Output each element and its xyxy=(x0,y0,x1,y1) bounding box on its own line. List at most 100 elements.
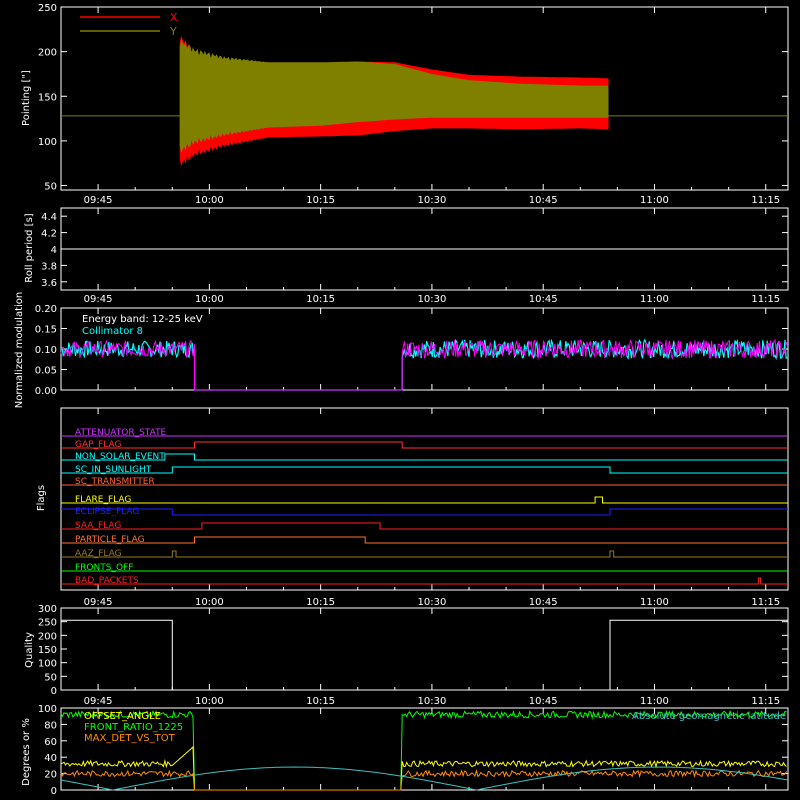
degrees-series-front-ratio-1225 xyxy=(60,709,787,791)
y-tick-label: 200 xyxy=(38,48,57,59)
y-tick-label: 0 xyxy=(51,786,57,797)
x-tick-label: 10:45 xyxy=(529,597,558,608)
x-tick-label: 10:15 xyxy=(306,597,335,608)
panel6-annotation-latitude: Absolute geomagnetic latitude xyxy=(632,711,786,722)
x-tick-label: 11:00 xyxy=(640,195,669,206)
panel3-ylabel: Normalized modulation xyxy=(14,292,25,409)
y-tick-label: 100 xyxy=(38,137,57,148)
x-tick-label: 11:15 xyxy=(751,696,780,707)
flag-label-attenuator: ATTENUATOR_STATE xyxy=(75,428,167,438)
panel-frame-1 xyxy=(60,6,789,191)
flag-label-saa: SAA_FLAG xyxy=(75,521,121,531)
y-tick-label: 40 xyxy=(44,753,57,764)
y-tick-label: 50 xyxy=(44,672,57,683)
flag-label-sc-sunlight: SC_IN_SUNLIGHT xyxy=(75,465,152,475)
y-tick-label: 60 xyxy=(44,737,57,748)
flag-label-aaz: AAZ_FLAG xyxy=(75,549,122,559)
x-tick-label: 10:30 xyxy=(418,195,447,206)
x-tick-label: 09:45 xyxy=(84,597,113,608)
panel3-annotation-band: Energy band: 12-25 keV xyxy=(82,314,203,325)
y-tick-label: 4.2 xyxy=(41,229,57,240)
flag-line-saa-flag xyxy=(61,522,788,530)
x-tick-label: 10:00 xyxy=(195,294,224,305)
y-tick-label: 0.05 xyxy=(35,366,57,377)
x-tick-label: 10:00 xyxy=(195,195,224,206)
y-tick-label: 50 xyxy=(44,182,57,193)
modulation-series-magenta xyxy=(60,338,788,391)
x-tick-label: 10:00 xyxy=(195,597,224,608)
flag-line-gap-flag xyxy=(61,441,788,449)
x-tick-label: 10:45 xyxy=(529,696,558,707)
x-tick-label: 10:30 xyxy=(418,597,447,608)
y-tick-label: 200 xyxy=(38,631,57,642)
pointing-band-y xyxy=(179,39,609,153)
flag-line-bad-packets xyxy=(61,577,788,585)
flag-label-non-solar: NON_SOLAR_EVENT xyxy=(75,452,165,462)
panel6-legend-maxdet: MAX_DET_VS_TOT xyxy=(84,733,176,744)
y-tick-label: 20 xyxy=(44,770,57,781)
x-tick-label: 11:15 xyxy=(751,195,780,206)
y-tick-label: 250 xyxy=(38,3,57,14)
flag-line-aaz-flag xyxy=(61,550,788,558)
x-tick-label: 10:15 xyxy=(306,195,335,206)
x-tick-label: 09:45 xyxy=(84,696,113,707)
y-tick-label: 250 xyxy=(38,618,57,629)
x-tick-label: 10:15 xyxy=(306,696,335,707)
y-tick-label: 3.6 xyxy=(41,278,57,289)
x-tick-label: 11:15 xyxy=(751,294,780,305)
x-tick-label: 11:00 xyxy=(640,696,669,707)
y-tick-label: 300 xyxy=(38,604,57,615)
y-tick-label: 100 xyxy=(38,704,57,715)
flag-line-particle-flag xyxy=(61,536,788,544)
y-tick-label: 3.8 xyxy=(41,261,57,272)
degrees-series-offset-angle xyxy=(60,745,787,791)
x-tick-label: 10:00 xyxy=(195,696,224,707)
flag-label-bad-packets: BAD_PACKETS xyxy=(75,576,139,586)
y-tick-label: 4 xyxy=(51,245,57,256)
flag-label-eclipse: ECLIPSE_FLAG xyxy=(75,507,139,517)
flag-label-particle: PARTICLE_FLAG xyxy=(75,535,145,545)
y-tick-label: 150 xyxy=(38,645,57,656)
x-tick-label: 10:30 xyxy=(418,696,447,707)
panel1-legend-x: X xyxy=(170,11,178,24)
flag-label-gap: GAP_FLAG xyxy=(75,440,121,450)
flag-label-sc-transmitter: SC_TRANSMITTER xyxy=(75,477,155,487)
quality-line xyxy=(61,619,788,691)
x-tick-label: 10:30 xyxy=(418,294,447,305)
x-tick-label: 10:15 xyxy=(306,294,335,305)
flag-line-flare-flag xyxy=(61,496,788,504)
modulation-series-cyan xyxy=(60,338,788,391)
panel4-ylabel: Flags xyxy=(36,485,47,511)
y-tick-label: 0.10 xyxy=(35,345,57,356)
geomagnetic-latitude-line xyxy=(60,766,789,791)
panel1-legend-y: Y xyxy=(169,25,177,38)
x-tick-label: 09:45 xyxy=(84,195,113,206)
panel6-ylabel: Degrees or % xyxy=(21,718,32,786)
y-tick-label: 0.20 xyxy=(35,304,57,315)
y-tick-label: 80 xyxy=(44,720,57,731)
x-tick-label: 11:00 xyxy=(640,294,669,305)
x-tick-label: 09:45 xyxy=(84,294,113,305)
panel2-ylabel: Roll period [s] xyxy=(24,213,35,282)
panel3-annotation-collimator: Collimator 8 xyxy=(82,326,143,337)
flag-label-flare: FLARE_FLAG xyxy=(75,495,131,505)
y-tick-label: 4.4 xyxy=(41,212,57,223)
x-tick-label: 10:45 xyxy=(529,294,558,305)
panel5-ylabel: Quality xyxy=(24,632,35,668)
panel1-ylabel: Pointing ["] xyxy=(21,70,32,126)
panel6-legend-offset: OFFSET_ANGLE xyxy=(84,711,161,722)
panel-frame-6 xyxy=(60,707,789,791)
flag-line-eclipse-flag xyxy=(61,508,788,516)
flag-label-fronts-off: FRONTS_OFF xyxy=(75,563,133,573)
flag-line-sc-in-sunlight xyxy=(61,466,788,474)
x-tick-label: 11:00 xyxy=(640,597,669,608)
y-tick-label: 100 xyxy=(38,659,57,670)
y-tick-label: 0.15 xyxy=(35,325,57,336)
panel6-legend-front: FRONT_RATIO_1225 xyxy=(84,722,183,733)
flag-line-non-solar-event xyxy=(61,453,788,461)
x-tick-label: 10:45 xyxy=(529,195,558,206)
y-tick-label: 0.00 xyxy=(35,386,57,397)
x-tick-label: 11:15 xyxy=(751,597,780,608)
y-tick-label: 0 xyxy=(51,686,57,697)
